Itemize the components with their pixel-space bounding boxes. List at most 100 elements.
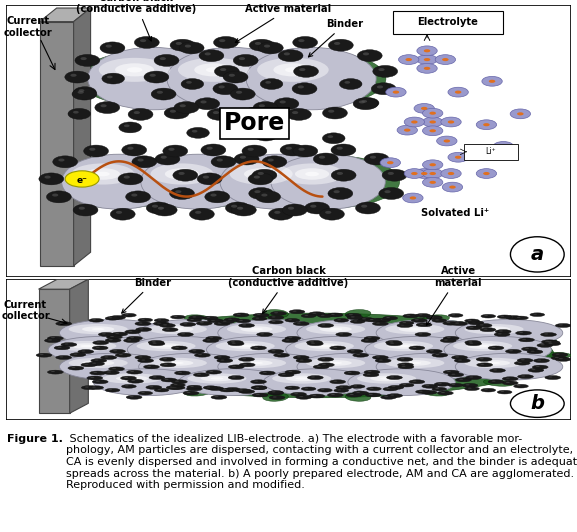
Circle shape [509, 317, 513, 318]
Ellipse shape [511, 237, 564, 272]
Circle shape [334, 42, 340, 45]
Circle shape [138, 318, 152, 322]
Circle shape [253, 102, 278, 113]
Circle shape [370, 156, 376, 159]
Circle shape [158, 389, 161, 390]
Circle shape [171, 380, 188, 384]
Circle shape [107, 76, 113, 78]
Circle shape [344, 371, 360, 375]
Ellipse shape [272, 373, 331, 384]
Ellipse shape [92, 362, 104, 364]
Circle shape [128, 109, 153, 120]
Circle shape [118, 173, 143, 185]
Circle shape [51, 337, 55, 338]
Circle shape [105, 317, 120, 320]
Circle shape [116, 211, 122, 214]
Circle shape [464, 319, 479, 323]
Circle shape [126, 395, 142, 399]
Circle shape [214, 322, 230, 326]
Circle shape [178, 172, 185, 175]
Circle shape [58, 347, 62, 348]
Circle shape [375, 359, 391, 363]
Circle shape [126, 191, 151, 203]
Circle shape [373, 65, 398, 77]
Circle shape [288, 337, 293, 338]
Circle shape [348, 372, 352, 373]
Ellipse shape [223, 63, 320, 94]
Ellipse shape [126, 377, 138, 380]
Circle shape [256, 387, 259, 388]
Circle shape [373, 355, 388, 360]
Circle shape [424, 49, 430, 52]
Circle shape [288, 319, 292, 320]
Circle shape [234, 153, 259, 165]
Circle shape [186, 387, 203, 391]
Circle shape [403, 314, 419, 318]
Circle shape [462, 384, 478, 387]
Circle shape [95, 360, 99, 361]
Circle shape [56, 322, 72, 326]
Circle shape [282, 204, 307, 216]
Circle shape [406, 58, 412, 61]
Circle shape [443, 370, 459, 374]
Circle shape [421, 107, 428, 110]
Circle shape [231, 205, 237, 207]
Circle shape [171, 346, 188, 350]
Bar [40, 22, 74, 266]
Ellipse shape [79, 313, 554, 398]
Circle shape [293, 145, 318, 157]
Circle shape [268, 159, 273, 162]
Circle shape [455, 156, 462, 159]
Ellipse shape [241, 326, 272, 332]
Circle shape [403, 322, 406, 323]
Circle shape [199, 49, 224, 62]
Circle shape [293, 355, 309, 360]
Ellipse shape [280, 163, 343, 185]
Circle shape [223, 389, 227, 390]
Circle shape [212, 387, 215, 388]
Circle shape [73, 111, 78, 113]
FancyBboxPatch shape [464, 144, 518, 160]
Ellipse shape [345, 310, 371, 318]
Circle shape [559, 325, 563, 326]
Ellipse shape [206, 67, 222, 72]
Circle shape [415, 319, 419, 320]
Circle shape [203, 338, 219, 343]
Circle shape [286, 339, 290, 340]
Circle shape [317, 366, 321, 367]
Circle shape [127, 339, 131, 340]
Circle shape [189, 208, 214, 220]
Circle shape [106, 45, 112, 47]
Circle shape [138, 320, 246, 346]
Ellipse shape [85, 168, 120, 180]
Circle shape [443, 336, 459, 340]
Circle shape [503, 377, 518, 381]
Circle shape [164, 107, 189, 119]
Ellipse shape [96, 172, 110, 176]
Circle shape [337, 319, 341, 320]
Circle shape [444, 139, 450, 143]
Circle shape [277, 354, 281, 355]
Circle shape [422, 109, 443, 118]
Circle shape [189, 315, 205, 320]
Circle shape [337, 389, 341, 390]
Circle shape [252, 393, 268, 397]
Circle shape [209, 371, 213, 372]
Circle shape [128, 379, 144, 383]
Circle shape [519, 332, 523, 333]
Text: Li⁺: Li⁺ [485, 147, 496, 156]
Circle shape [209, 337, 213, 338]
Circle shape [421, 172, 428, 175]
Circle shape [285, 386, 299, 390]
Circle shape [400, 358, 404, 359]
Circle shape [81, 386, 97, 389]
Circle shape [444, 339, 448, 340]
Circle shape [161, 378, 177, 382]
Circle shape [113, 317, 117, 318]
Circle shape [274, 98, 299, 110]
Circle shape [501, 391, 504, 392]
Circle shape [138, 356, 143, 358]
Text: Pore: Pore [224, 111, 285, 135]
Circle shape [54, 346, 70, 350]
Circle shape [301, 387, 316, 390]
